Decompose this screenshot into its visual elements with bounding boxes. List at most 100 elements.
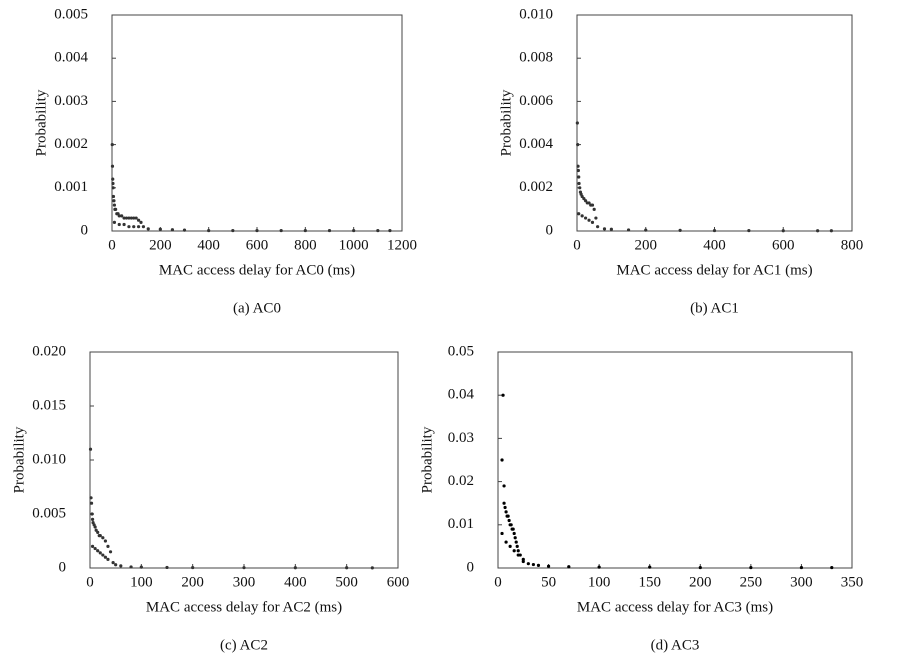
y-tick-label: 0.02: [448, 473, 474, 489]
point: [112, 220, 117, 224]
point: [526, 562, 530, 566]
point: [111, 177, 115, 181]
y-tick-label: 0.020: [32, 343, 66, 359]
point: [106, 544, 110, 549]
point: [503, 505, 507, 510]
point: [158, 227, 162, 231]
point: [122, 216, 126, 220]
point: [182, 228, 187, 232]
x-tick-label: 600: [387, 574, 410, 590]
point: [830, 565, 834, 570]
point: [119, 564, 123, 568]
point: [388, 228, 392, 233]
point: [111, 181, 115, 186]
point: [111, 561, 115, 565]
y-tick-label: 0.015: [32, 397, 66, 413]
x-tick-label: 400: [197, 237, 220, 253]
point: [191, 565, 195, 570]
plot-frame: [89, 351, 399, 569]
caption: (a) AC0: [233, 300, 281, 316]
x-axis-label: MAC access delay for AC1 (ms): [616, 262, 812, 278]
point: [255, 228, 259, 233]
point: [602, 227, 607, 231]
point: [501, 393, 505, 397]
point: [127, 225, 131, 229]
point: [279, 228, 283, 233]
point: [578, 186, 582, 190]
point: [590, 203, 595, 207]
y-axis-label: Probability: [11, 426, 27, 493]
point: [521, 559, 525, 564]
x-tick-label: 200: [689, 574, 712, 590]
point: [597, 565, 601, 569]
point: [89, 501, 94, 505]
y-axis-label: Probability: [498, 89, 514, 156]
point: [352, 228, 356, 233]
point: [139, 565, 143, 569]
point: [111, 194, 116, 199]
point: [509, 523, 513, 527]
point: [90, 544, 95, 549]
point: [829, 229, 833, 233]
y-tick-label: 0.002: [519, 179, 553, 195]
y-tick-label: 0.001: [54, 179, 88, 195]
x-tick-label: 150: [638, 574, 661, 590]
y-axis-label: Probability: [33, 89, 49, 156]
point: [513, 536, 517, 540]
point: [512, 531, 516, 536]
point: [103, 539, 107, 543]
point: [111, 186, 115, 190]
point: [231, 228, 235, 233]
point: [576, 143, 580, 147]
point: [816, 229, 820, 233]
point: [108, 550, 113, 554]
x-tick-label: 200: [149, 237, 172, 253]
point: [531, 562, 536, 567]
point: [712, 228, 717, 233]
x-tick-label: 600: [246, 237, 269, 253]
point: [678, 228, 682, 232]
point: [120, 214, 124, 218]
point: [112, 203, 117, 207]
caption: (c) AC2: [220, 637, 268, 653]
point: [207, 228, 211, 233]
point: [596, 225, 600, 229]
x-tick-label: 800: [294, 237, 317, 253]
y-tick-label: 0.01: [448, 516, 474, 532]
point: [747, 228, 751, 233]
point: [327, 228, 332, 233]
point: [110, 164, 115, 168]
x-tick-label: 300: [233, 574, 256, 590]
point: [93, 546, 97, 551]
point: [515, 544, 519, 549]
point: [514, 540, 518, 544]
point: [507, 518, 511, 523]
x-tick-label: 400: [284, 574, 307, 590]
y-tick-label: 0.005: [32, 505, 66, 521]
point: [580, 194, 584, 199]
point: [129, 216, 133, 220]
y-tick-label: 0.003: [54, 93, 88, 109]
point: [93, 525, 97, 529]
point: [546, 564, 551, 568]
point: [508, 544, 512, 549]
x-tick-label: 300: [790, 574, 813, 590]
point: [592, 207, 596, 211]
point: [626, 228, 631, 232]
y-tick-label: 0.005: [54, 6, 88, 22]
point: [90, 512, 94, 516]
point: [345, 566, 349, 570]
point: [644, 228, 648, 232]
point: [106, 557, 110, 561]
caption: (d) AC3: [651, 637, 700, 653]
x-tick-label: 0: [108, 237, 116, 253]
point: [242, 566, 246, 570]
x-tick-label: 1000: [339, 237, 369, 253]
point: [587, 201, 591, 205]
point: [749, 565, 753, 570]
x-tick-label: 0: [573, 237, 581, 253]
x-tick-label: 200: [635, 237, 658, 253]
point: [117, 214, 121, 218]
x-tick-label: 200: [181, 574, 204, 590]
